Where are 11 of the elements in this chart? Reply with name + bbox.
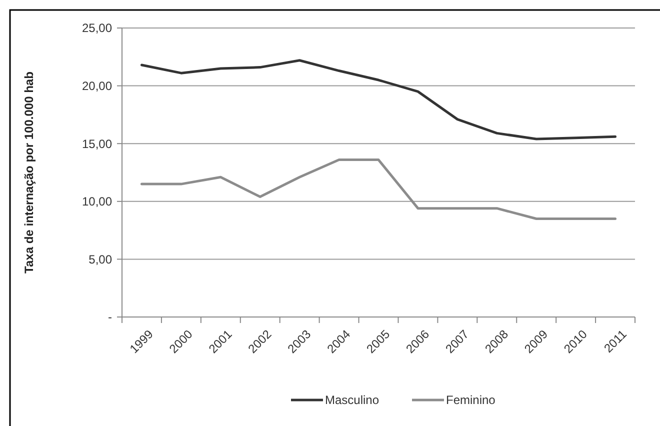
line-series: [140, 158, 617, 220]
y-tick-label: 25,00: [82, 21, 112, 36]
y-tick-label: -: [108, 310, 112, 324]
y-tick-label: 15,00: [82, 136, 112, 151]
line-series: [140, 59, 617, 140]
legend-label: Masculino: [325, 393, 380, 408]
y-tick-label: 10,00: [82, 194, 112, 209]
y-axis-title: Taxa de internação por 100.000 hab: [22, 72, 36, 274]
y-tick-label: 20,00: [82, 79, 112, 93]
legend-label: Feminino: [446, 393, 496, 408]
y-tick-label: 5,00: [88, 252, 112, 266]
